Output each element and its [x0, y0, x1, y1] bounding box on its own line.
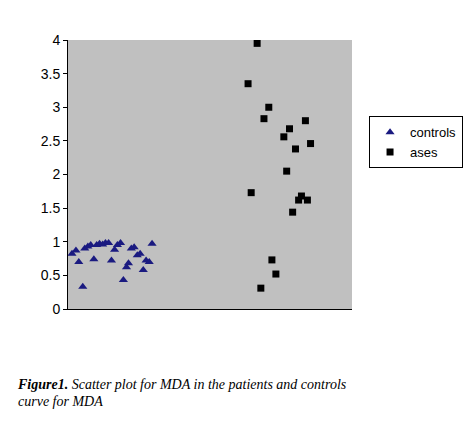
svg-text:3: 3 [52, 99, 60, 115]
svg-text:ases: ases [410, 145, 438, 160]
svg-text:0.5: 0.5 [41, 267, 61, 283]
svg-text:3.5: 3.5 [41, 66, 61, 82]
html-text:Figure1. Scatter plot for MDA: Figure1. Scatter plot for MDA in the pat… [18, 377, 347, 409]
svg-text:controls: controls [410, 125, 456, 140]
svg-text:1: 1 [52, 234, 60, 250]
svg-text:2.5: 2.5 [41, 133, 61, 149]
svg-text:0: 0 [52, 301, 60, 317]
svg-text:1.5: 1.5 [41, 200, 61, 216]
svg-text:2: 2 [52, 166, 60, 182]
svg-text:4: 4 [52, 32, 60, 48]
